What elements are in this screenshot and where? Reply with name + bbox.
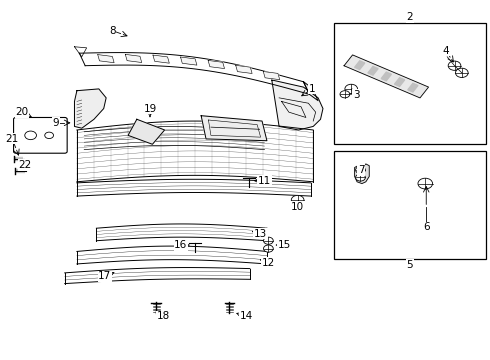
Polygon shape [368,67,378,75]
Polygon shape [344,55,429,98]
Polygon shape [128,119,165,144]
Text: 6: 6 [423,222,430,232]
Circle shape [345,84,358,94]
Polygon shape [74,89,106,128]
Bar [334,152,486,258]
Text: 2: 2 [406,13,413,22]
Text: 20: 20 [15,107,28,117]
Polygon shape [98,55,114,63]
Text: 19: 19 [144,104,157,113]
Polygon shape [394,78,405,86]
FancyBboxPatch shape [14,117,67,153]
Circle shape [356,174,366,181]
Text: 16: 16 [174,240,187,250]
Text: 14: 14 [239,311,253,321]
Polygon shape [272,80,323,130]
Circle shape [25,131,36,140]
Polygon shape [355,164,369,184]
Circle shape [418,178,433,189]
Polygon shape [208,60,224,68]
Circle shape [356,166,366,174]
Text: 5: 5 [406,260,413,270]
Text: 4: 4 [442,46,449,56]
Polygon shape [408,83,418,92]
Text: 1: 1 [309,84,316,94]
Text: 22: 22 [18,160,31,170]
Text: 12: 12 [262,258,275,268]
Polygon shape [303,82,318,101]
Text: 10: 10 [291,202,304,212]
Text: 11: 11 [258,176,271,186]
Circle shape [264,237,273,244]
Polygon shape [381,72,392,81]
Polygon shape [153,55,170,63]
Text: 3: 3 [353,90,359,100]
Text: 17: 17 [98,271,111,282]
Circle shape [45,132,53,139]
Polygon shape [125,54,142,63]
Polygon shape [355,61,365,69]
Text: 7: 7 [358,165,364,175]
Polygon shape [201,116,267,141]
Polygon shape [236,66,252,73]
Polygon shape [263,72,280,80]
Text: 13: 13 [254,229,267,239]
Text: 8: 8 [109,26,116,36]
Text: 9: 9 [52,118,59,128]
Circle shape [291,195,304,204]
Bar [334,23,486,144]
Polygon shape [180,57,197,65]
Text: 21: 21 [5,134,19,144]
Circle shape [264,245,273,252]
Circle shape [448,61,461,70]
Text: 15: 15 [277,240,291,250]
Circle shape [340,91,350,98]
Text: 18: 18 [156,311,170,321]
Circle shape [456,68,468,77]
